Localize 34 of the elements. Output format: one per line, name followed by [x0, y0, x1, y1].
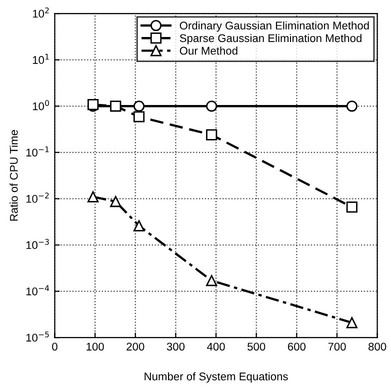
y-tick-label: 10$^{0}$ [32, 100, 49, 110]
point [346, 202, 358, 213]
point [133, 111, 145, 122]
x-tick-label: 600 [288, 342, 306, 351]
x-tick-label: 500 [248, 342, 266, 351]
point [110, 100, 122, 112]
point [133, 220, 145, 232]
y-tick-label: 10$^{−1}$ [26, 146, 49, 156]
point [346, 317, 358, 328]
legend-label: Ordinary Gaussian Elimination Method [180, 21, 369, 32]
point [206, 129, 218, 140]
y-tick-label: 10$^{1}$ [32, 54, 49, 64]
x-tick-label: 800 [368, 342, 386, 351]
point [206, 275, 218, 286]
y-tick-label: 10$^{−3}$ [26, 238, 49, 250]
point [206, 100, 218, 112]
point [133, 100, 145, 112]
x-tick-label: 700 [328, 342, 346, 351]
x-tick-label: 300 [166, 342, 185, 351]
point [110, 196, 122, 208]
x-axis-title: Number of System Equations [144, 372, 288, 383]
point [346, 100, 358, 112]
legend-label: Sparse Gaussian Elimination Method [180, 34, 362, 44]
x-tick-label: 100 [86, 342, 104, 351]
y-tick-label: 10$^{−4}$ [26, 285, 50, 296]
x-tick-label: 400 [207, 342, 225, 351]
y-axis-title: Ratio of CPU Time [10, 130, 18, 221]
legend-label: Our Method [180, 46, 238, 55]
x-tick-label: 0 [52, 342, 58, 351]
point [87, 191, 99, 202]
y-tick-label: 10$^{−2}$ [26, 192, 49, 203]
y-tick-label: 10$^{2}$ [32, 7, 49, 18]
x-tick-label: 200 [126, 342, 144, 351]
y-tick-label: 10$^{−5}$ [26, 332, 49, 342]
